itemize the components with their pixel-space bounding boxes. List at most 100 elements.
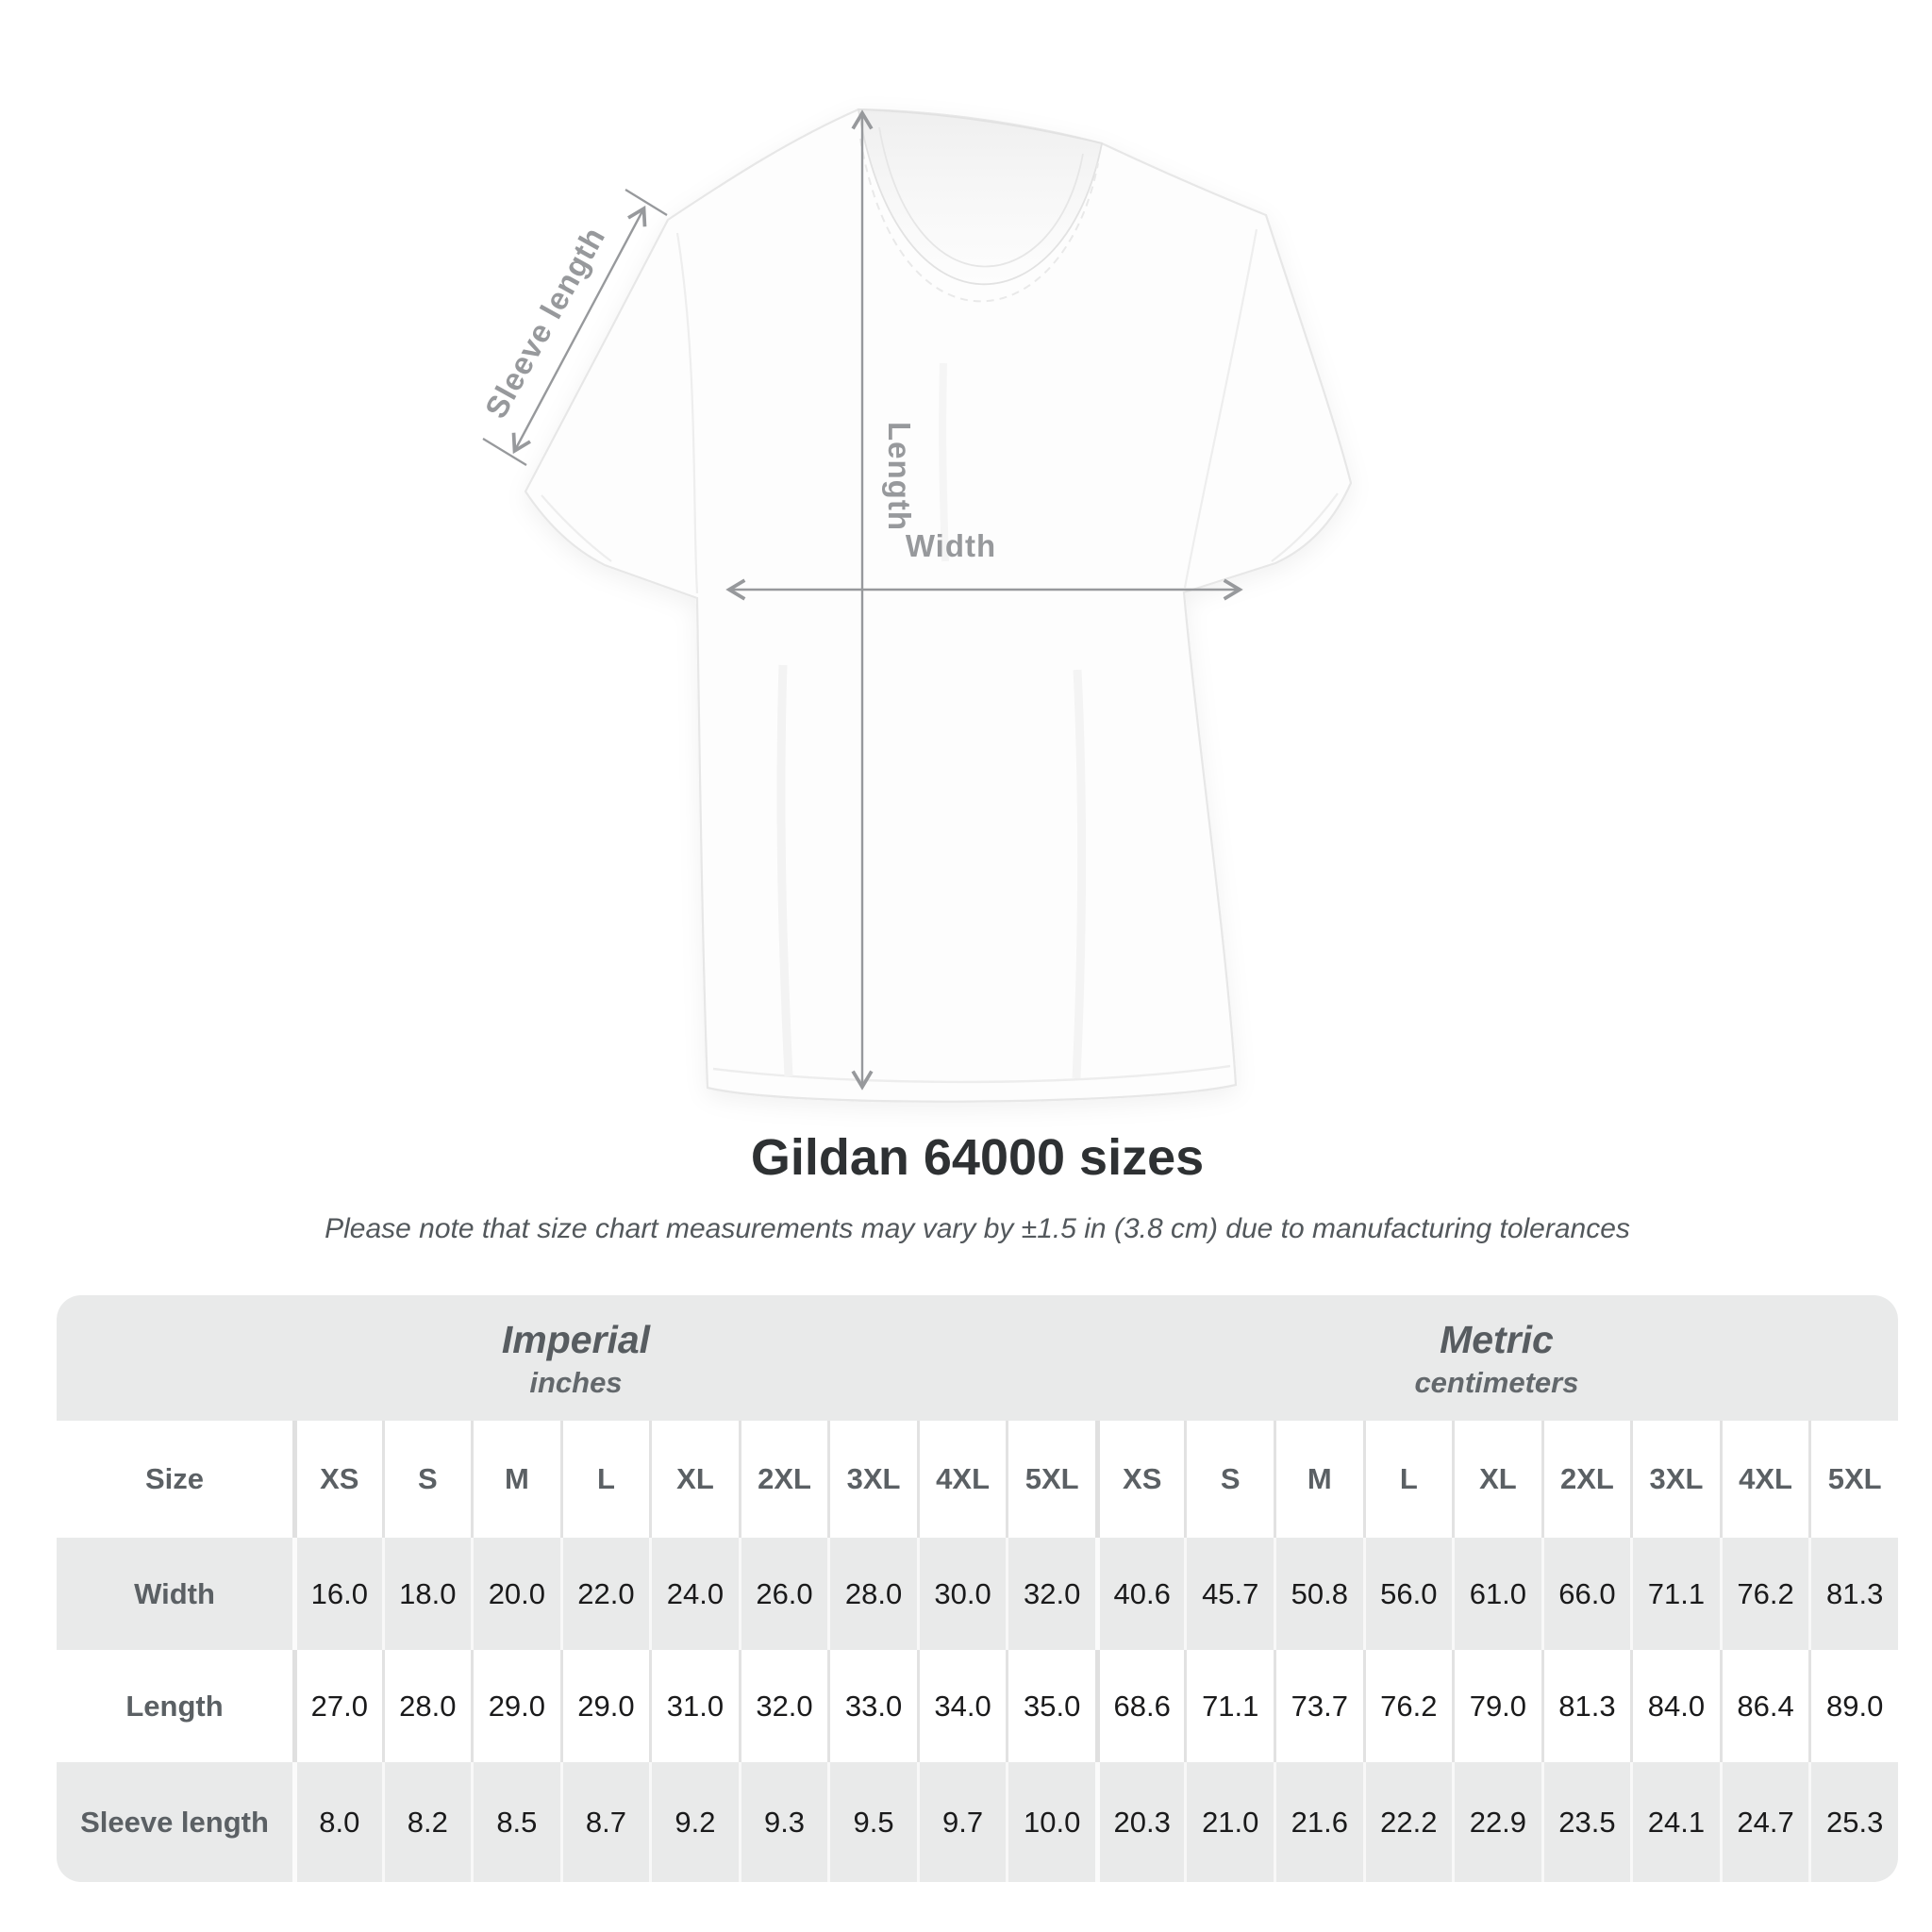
size-col-header: XL (649, 1421, 739, 1538)
size-col-header: XS (292, 1421, 382, 1538)
table-cell: 29.0 (559, 1650, 650, 1762)
table-cell: 32.0 (738, 1650, 828, 1762)
metric-label: Metric (1440, 1317, 1554, 1361)
row-label: Sleeve length (57, 1762, 292, 1882)
size-col-header: M (1274, 1421, 1363, 1538)
table-cell: 26.0 (738, 1538, 828, 1650)
table-cell: 25.3 (1808, 1762, 1898, 1882)
table-cell: 35.0 (1006, 1650, 1095, 1762)
sleeve-arrow (511, 205, 647, 455)
table-cell: 21.0 (1184, 1762, 1274, 1882)
sleeve-arrow-tick-top (625, 189, 668, 216)
size-col-header: 2XL (1541, 1421, 1631, 1538)
size-col-header: 4XL (1719, 1421, 1809, 1538)
table-cell: 9.2 (649, 1762, 739, 1882)
table-cell: 33.0 (827, 1650, 917, 1762)
table-cell: 79.0 (1452, 1650, 1541, 1762)
size-col-header: 5XL (1006, 1421, 1095, 1538)
table-cell: 8.0 (292, 1762, 382, 1882)
table-cell: 89.0 (1808, 1650, 1898, 1762)
table-cell: 20.0 (471, 1538, 560, 1650)
table-cell: 24.7 (1719, 1762, 1809, 1882)
size-col-header: XL (1452, 1421, 1541, 1538)
size-col-header: 4XL (916, 1421, 1007, 1538)
table-cell: 10.0 (1006, 1762, 1095, 1882)
table-cell: 40.6 (1094, 1538, 1185, 1650)
sleeve-length-row: Sleeve length 8.0 8.2 8.5 8.7 9.2 9.3 9.… (57, 1762, 1898, 1882)
table-cell: 34.0 (916, 1650, 1007, 1762)
size-col-header: L (1362, 1421, 1453, 1538)
table-cell: 9.7 (916, 1762, 1007, 1882)
table-cell: 20.3 (1094, 1762, 1185, 1882)
metric-unit: centimeters (1414, 1365, 1579, 1399)
imperial-label: Imperial (501, 1317, 651, 1361)
table-cell: 73.7 (1274, 1650, 1363, 1762)
unit-system-header-row: Imperial inches Metric centimeters (57, 1295, 1898, 1421)
length-annotation-label: Length (882, 422, 917, 531)
size-col-header: XS (1094, 1421, 1185, 1538)
imperial-header: Imperial inches (57, 1295, 1095, 1421)
bottom-hem-stitch (712, 1064, 1231, 1084)
table-cell: 81.3 (1541, 1650, 1631, 1762)
table-cell: 84.0 (1630, 1650, 1720, 1762)
table-cell: 8.5 (471, 1762, 560, 1882)
table-cell: 22.9 (1452, 1762, 1541, 1882)
fold-shading (1072, 669, 1087, 1079)
size-corner-label: Size (57, 1421, 292, 1538)
size-chart-table: Imperial inches Metric centimeters Size … (57, 1295, 1898, 1882)
table-cell: 56.0 (1362, 1538, 1453, 1650)
table-cell: 76.2 (1719, 1538, 1809, 1650)
size-header-row: Size XS S M L XL 2XL 3XL 4XL 5XL XS S M … (57, 1421, 1898, 1538)
size-col-header: 3XL (827, 1421, 917, 1538)
page-title: Gildan 64000 sizes (750, 1129, 1205, 1186)
table-cell: 45.7 (1184, 1538, 1274, 1650)
size-col-header: S (381, 1421, 472, 1538)
left-sleeve-stitch (541, 494, 612, 562)
table-cell: 16.0 (292, 1538, 382, 1650)
table-cell: 22.2 (1362, 1762, 1453, 1882)
table-cell: 18.0 (381, 1538, 472, 1650)
fold-shading (939, 362, 949, 562)
table-cell: 86.4 (1719, 1650, 1809, 1762)
table-cell: 21.6 (1274, 1762, 1363, 1882)
table-cell: 9.5 (827, 1762, 917, 1882)
table-cell: 27.0 (292, 1650, 382, 1762)
table-cell: 8.2 (381, 1762, 472, 1882)
table-cell: 71.1 (1630, 1538, 1720, 1650)
size-col-header: 2XL (738, 1421, 828, 1538)
table-cell: 23.5 (1541, 1762, 1631, 1882)
sleeve-arrow-tick-bottom (482, 438, 527, 466)
metric-header: Metric centimeters (1094, 1295, 1898, 1421)
imperial-unit: inches (529, 1365, 623, 1399)
size-col-header: 3XL (1630, 1421, 1720, 1538)
size-col-header: M (471, 1421, 560, 1538)
row-label: Length (57, 1650, 292, 1762)
width-row: Width 16.0 18.0 20.0 22.0 24.0 26.0 28.0… (57, 1538, 1898, 1650)
tolerance-note: Please note that size chart measurements… (325, 1213, 1630, 1244)
size-col-header: 5XL (1808, 1421, 1898, 1538)
table-cell: 66.0 (1541, 1538, 1631, 1650)
collar-rib-seam (878, 126, 1084, 268)
left-sleeve-seam (675, 232, 699, 594)
right-sleeve-seam (1183, 228, 1258, 589)
table-cell: 30.0 (916, 1538, 1007, 1650)
table-cell: 24.1 (1630, 1762, 1720, 1882)
length-row: Length 27.0 28.0 29.0 29.0 31.0 32.0 33.… (57, 1650, 1898, 1762)
table-cell: 50.8 (1274, 1538, 1363, 1650)
table-cell: 28.0 (381, 1650, 472, 1762)
table-cell: 24.0 (649, 1538, 739, 1650)
table-cell: 29.0 (471, 1650, 560, 1762)
right-sleeve-stitch (1271, 492, 1339, 562)
table-cell: 61.0 (1452, 1538, 1541, 1650)
table-cell: 9.3 (738, 1762, 828, 1882)
table-cell: 31.0 (649, 1650, 739, 1762)
table-cell: 22.0 (559, 1538, 650, 1650)
size-col-header: L (559, 1421, 650, 1538)
table-cell: 32.0 (1006, 1538, 1095, 1650)
table-cell: 68.6 (1094, 1650, 1185, 1762)
row-label: Width (57, 1538, 292, 1650)
collar-stitch (859, 138, 1099, 303)
table-cell: 28.0 (827, 1538, 917, 1650)
table-cell: 76.2 (1362, 1650, 1453, 1762)
